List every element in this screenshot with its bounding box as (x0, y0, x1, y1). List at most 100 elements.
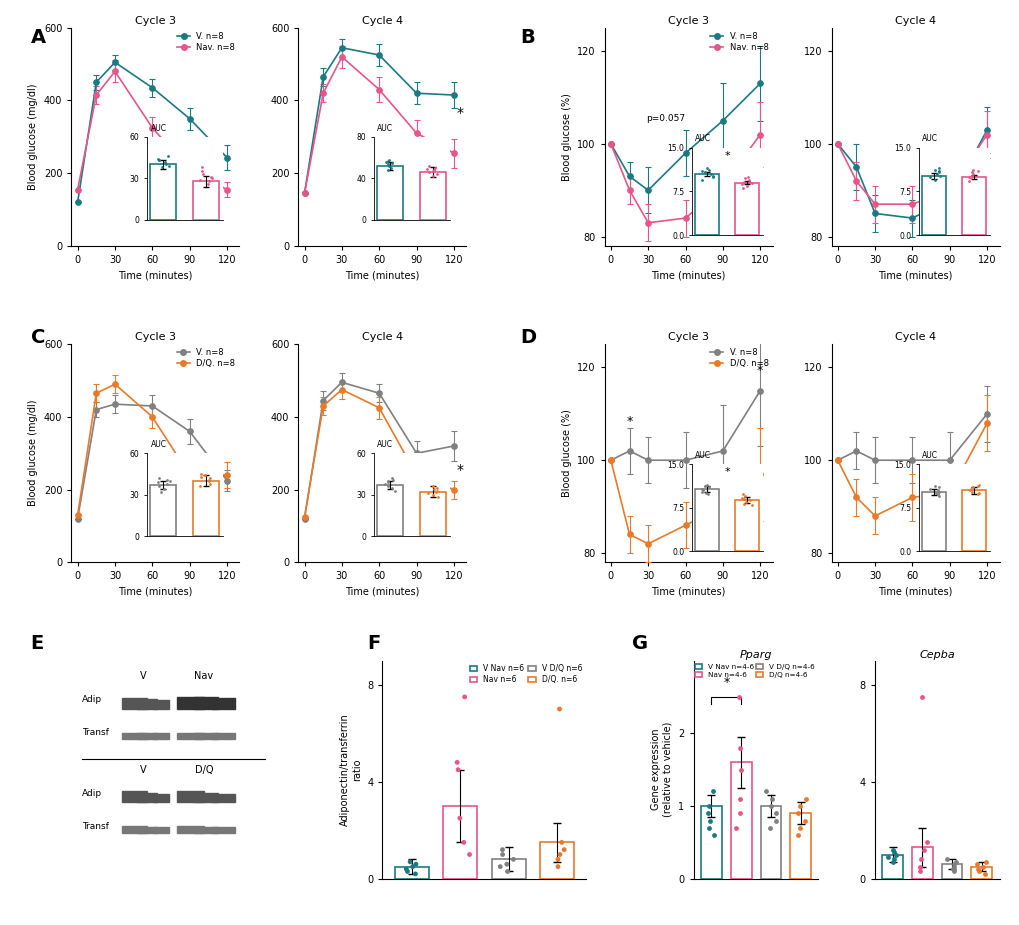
Text: Adip: Adip (82, 789, 102, 798)
Point (918, 835, 934, 850)
Point (551, 702, 568, 717)
Point (408, 857, 424, 871)
Bar (177, 826, 204, 832)
Point (549, 852, 566, 867)
Bar (491, 859, 525, 879)
Point (884, 852, 901, 867)
Point (970, 864, 986, 879)
Bar (194, 827, 218, 832)
Point (945, 864, 961, 879)
X-axis label: Time (minutes): Time (minutes) (118, 270, 193, 280)
Text: Transf: Transf (82, 822, 108, 831)
Point (730, 689, 746, 704)
Point (947, 855, 963, 870)
Point (762, 798, 779, 813)
Point (789, 806, 805, 820)
Point (879, 849, 896, 864)
Bar (941, 864, 962, 879)
Point (704, 784, 720, 799)
Text: C: C (31, 328, 45, 348)
Point (499, 864, 516, 879)
Legend: V Nav n=4-6, Nav n=4-6, V D/Q n=4-6, D/Q n=4-6: V Nav n=4-6, Nav n=4-6, V D/Q n=4-6, D/Q… (694, 664, 814, 678)
Bar (970, 867, 991, 879)
Bar (153, 700, 169, 709)
Point (700, 798, 716, 813)
Point (401, 855, 418, 870)
Point (728, 820, 744, 835)
Point (911, 859, 927, 874)
Point (798, 792, 814, 807)
Bar (394, 867, 428, 879)
Point (945, 857, 961, 871)
Title: Cycle 4: Cycle 4 (894, 332, 935, 342)
X-axis label: Time (minutes): Time (minutes) (877, 270, 952, 280)
Point (398, 864, 415, 879)
Y-axis label: Blood glucose (%): Blood glucose (%) (561, 92, 571, 180)
Y-axis label: Blood glucose (mg/dl): Blood glucose (mg/dl) (29, 400, 39, 507)
Title: Cycle 3: Cycle 3 (135, 332, 175, 342)
Point (944, 862, 960, 877)
Point (701, 813, 717, 828)
Point (976, 867, 993, 882)
Point (449, 762, 466, 777)
Text: V: V (140, 672, 146, 682)
Point (790, 828, 806, 843)
Bar (122, 733, 147, 739)
Legend: V Nav n=6, Nav n=6, V D/Q n=6, D/Q. n=6: V Nav n=6, Nav n=6, V D/Q n=6, D/Q. n=6 (470, 664, 582, 684)
Point (397, 862, 414, 877)
Point (549, 859, 566, 874)
Text: D: D (520, 328, 536, 348)
Point (796, 813, 812, 828)
Title: Cycle 4: Cycle 4 (894, 16, 935, 26)
Point (553, 835, 570, 850)
Bar (911, 847, 931, 879)
Text: *: * (722, 676, 729, 689)
Point (911, 864, 927, 879)
Point (977, 855, 994, 870)
Text: A: A (31, 28, 46, 47)
Point (732, 740, 748, 755)
Bar (212, 827, 234, 832)
Bar (443, 806, 477, 879)
Bar (122, 792, 147, 802)
Text: Nav: Nav (195, 672, 213, 682)
Title: Pparg: Pparg (739, 649, 771, 660)
Point (883, 855, 900, 870)
Text: *: * (626, 414, 632, 427)
Point (498, 857, 515, 871)
Bar (881, 855, 902, 879)
Title: Cycle 3: Cycle 3 (667, 332, 708, 342)
Bar (194, 793, 218, 802)
Point (973, 859, 989, 874)
Bar (540, 843, 574, 879)
Point (884, 845, 901, 859)
Text: D/Q: D/Q (195, 765, 213, 775)
Point (945, 859, 961, 874)
Title: Cycle 3: Cycle 3 (135, 16, 175, 26)
Point (405, 859, 421, 874)
Y-axis label: Adiponectin/transferrin
ratio: Adiponectin/transferrin ratio (340, 713, 362, 826)
Text: G: G (632, 634, 648, 653)
Bar (212, 794, 234, 802)
Text: p=0.057: p=0.057 (645, 114, 684, 123)
Point (733, 762, 749, 777)
Point (705, 828, 721, 843)
X-axis label: Time (minutes): Time (minutes) (651, 270, 726, 280)
Text: Adip: Adip (82, 696, 102, 704)
Point (913, 689, 929, 704)
Point (767, 806, 784, 820)
Text: V: V (140, 765, 146, 775)
Y-axis label: Gene expression
(relative to vehicle): Gene expression (relative to vehicle) (650, 722, 673, 818)
Text: Transf: Transf (82, 728, 108, 737)
Point (700, 820, 716, 835)
Point (757, 784, 773, 799)
Text: B: B (520, 28, 534, 47)
Legend: V. n=8, D/Q. n=8: V. n=8, D/Q. n=8 (709, 349, 767, 368)
Bar (122, 697, 147, 709)
Bar (212, 733, 234, 739)
Bar (137, 827, 157, 832)
Point (494, 843, 511, 857)
Bar (194, 697, 218, 709)
Bar (137, 698, 157, 709)
Bar (153, 794, 169, 802)
